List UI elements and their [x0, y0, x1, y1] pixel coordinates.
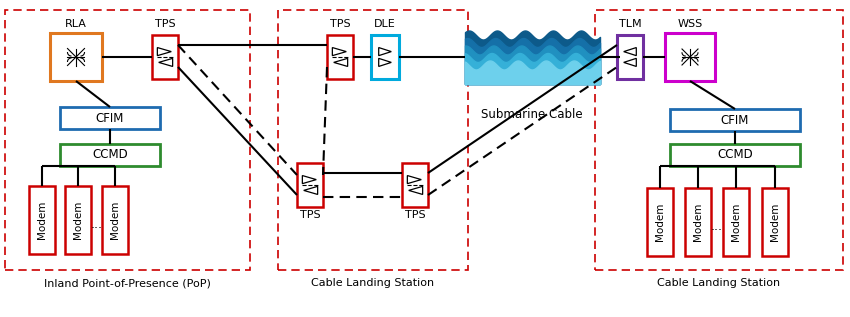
Text: CCMD: CCMD — [92, 148, 128, 161]
Text: TPS: TPS — [155, 19, 175, 29]
Bar — [29, 186, 55, 254]
Bar — [371, 35, 399, 79]
Text: Modem: Modem — [770, 203, 780, 241]
Bar — [617, 35, 643, 79]
Text: RLA: RLA — [65, 19, 87, 29]
Text: TPS: TPS — [330, 19, 350, 29]
Bar — [297, 163, 323, 207]
Text: TLM: TLM — [619, 19, 641, 29]
Text: WSS: WSS — [677, 19, 703, 29]
Text: Inland Point-of-Presence (PoP): Inland Point-of-Presence (PoP) — [43, 278, 211, 288]
Text: Modem: Modem — [73, 201, 83, 239]
Text: Modem: Modem — [110, 201, 120, 239]
Bar — [60, 107, 160, 129]
Text: Cable Landing Station: Cable Landing Station — [311, 278, 434, 288]
Bar — [65, 186, 91, 254]
Bar — [670, 109, 800, 131]
Bar — [402, 163, 428, 207]
Bar — [762, 188, 788, 256]
Text: ...: ... — [91, 218, 103, 231]
Text: CFIM: CFIM — [96, 112, 124, 125]
Bar — [595, 10, 843, 270]
Text: TPS: TPS — [300, 210, 320, 220]
Bar — [278, 10, 468, 270]
Bar — [102, 186, 128, 254]
Text: Modem: Modem — [731, 203, 741, 241]
Bar — [5, 10, 250, 270]
Bar — [665, 33, 715, 81]
Text: Modem: Modem — [37, 201, 47, 239]
Text: CCMD: CCMD — [717, 148, 753, 161]
Text: Modem: Modem — [693, 203, 703, 241]
Bar — [50, 33, 102, 81]
Bar — [723, 188, 749, 256]
Text: Cable Landing Station: Cable Landing Station — [657, 278, 780, 288]
Bar — [670, 144, 800, 166]
Text: Modem: Modem — [655, 203, 665, 241]
Bar — [152, 35, 178, 79]
Bar — [647, 188, 673, 256]
Text: Submarine Cable: Submarine Cable — [481, 108, 583, 121]
Text: DLE: DLE — [374, 19, 396, 29]
Text: CFIM: CFIM — [721, 113, 749, 126]
Text: ...: ... — [711, 221, 723, 234]
Bar — [60, 144, 160, 166]
Bar — [685, 188, 711, 256]
Bar — [327, 35, 353, 79]
Text: TPS: TPS — [405, 210, 425, 220]
